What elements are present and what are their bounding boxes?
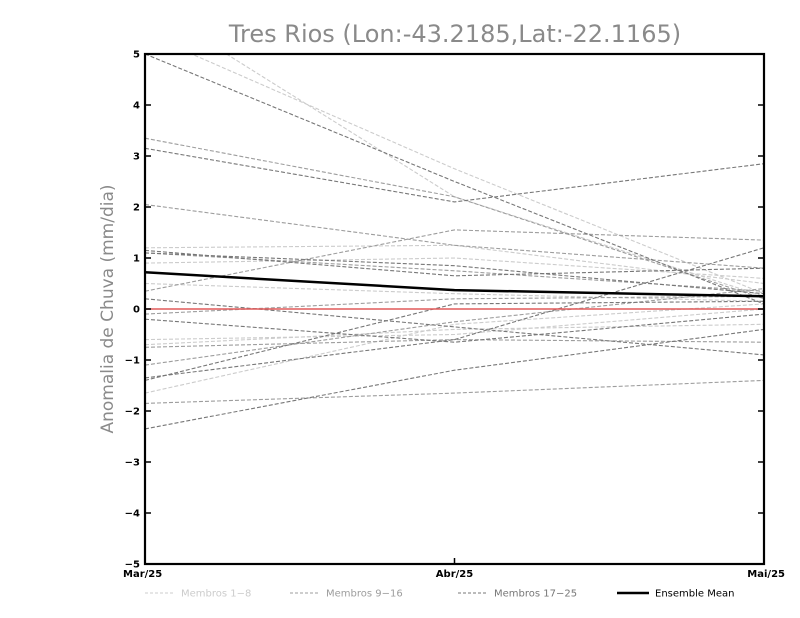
legend: Membros 1−8 Membros 9−16 Membros 17−25 Ense… <box>145 589 734 600</box>
chart-title: Tres Rios (Lon:-43.2185,Lat:-22.1165) <box>228 20 681 48</box>
series-line-membro-7 <box>145 308 764 341</box>
y-axis-label: Anomalia de Chuva (mm/dia) <box>98 184 118 433</box>
x-tick-label: Mar/25 <box>123 569 162 580</box>
y-tick-label: 2 <box>133 203 140 214</box>
series-line-membro-8 <box>145 282 764 302</box>
ticks-layer: −5 −4 −3 −2 −1 0 1 2 3 4 5 Mar/25 Abr/25 Mai/25 <box>123 50 785 581</box>
series-line-membro-23 <box>145 300 764 381</box>
x-tick-label: Mai/25 <box>747 569 785 580</box>
series-line-membro-19 <box>145 249 764 277</box>
series-line-membro-17 <box>145 147 764 203</box>
y-tick-label: 1 <box>133 254 140 265</box>
series-line-membro-14 <box>145 252 764 292</box>
series-line-membro-9 <box>145 137 764 300</box>
y-tick-label: 5 <box>133 50 140 61</box>
y-tick-label: −5 <box>125 560 140 571</box>
legend-label: Membros 9−16 <box>326 589 403 600</box>
series-line-membro-16 <box>145 288 764 366</box>
x-tick-label: Abr/25 <box>436 569 473 580</box>
series-line-membro-6 <box>225 54 764 297</box>
legend-label: Ensemble Mean <box>655 589 734 600</box>
series-line-membro-3 <box>145 323 764 346</box>
series-line-membro-12 <box>145 379 764 404</box>
y-tick-label: 0 <box>133 305 140 316</box>
plot-frame <box>143 52 766 566</box>
series-line-membro-1 <box>190 54 764 295</box>
legend-label: Membros 17−25 <box>494 589 577 600</box>
legend-label: Membros 1−8 <box>181 589 251 600</box>
series-line-membro-11 <box>145 229 764 292</box>
series-line-membro-18 <box>145 54 764 305</box>
series-line-ensemble-mean <box>145 271 764 298</box>
y-tick-label: −3 <box>125 458 140 469</box>
series-line-membro-25 <box>145 252 764 295</box>
series-line-membro-13 <box>145 339 764 348</box>
series-line-membro-21 <box>145 298 764 356</box>
series-line-membro-22 <box>145 328 764 430</box>
series-line-membro-20 <box>145 247 764 379</box>
y-tick-label: 4 <box>133 101 140 112</box>
series-layer <box>145 54 764 430</box>
series-line-membro-24 <box>145 313 764 343</box>
series-line-membro-10 <box>145 203 764 269</box>
y-tick-label: −4 <box>125 509 140 520</box>
y-tick-label: −2 <box>125 407 140 418</box>
series-line-membro-4 <box>145 303 764 394</box>
y-tick-label: 3 <box>133 152 140 163</box>
series-line-membro-5 <box>145 257 764 279</box>
y-tick-label: −1 <box>125 356 140 367</box>
